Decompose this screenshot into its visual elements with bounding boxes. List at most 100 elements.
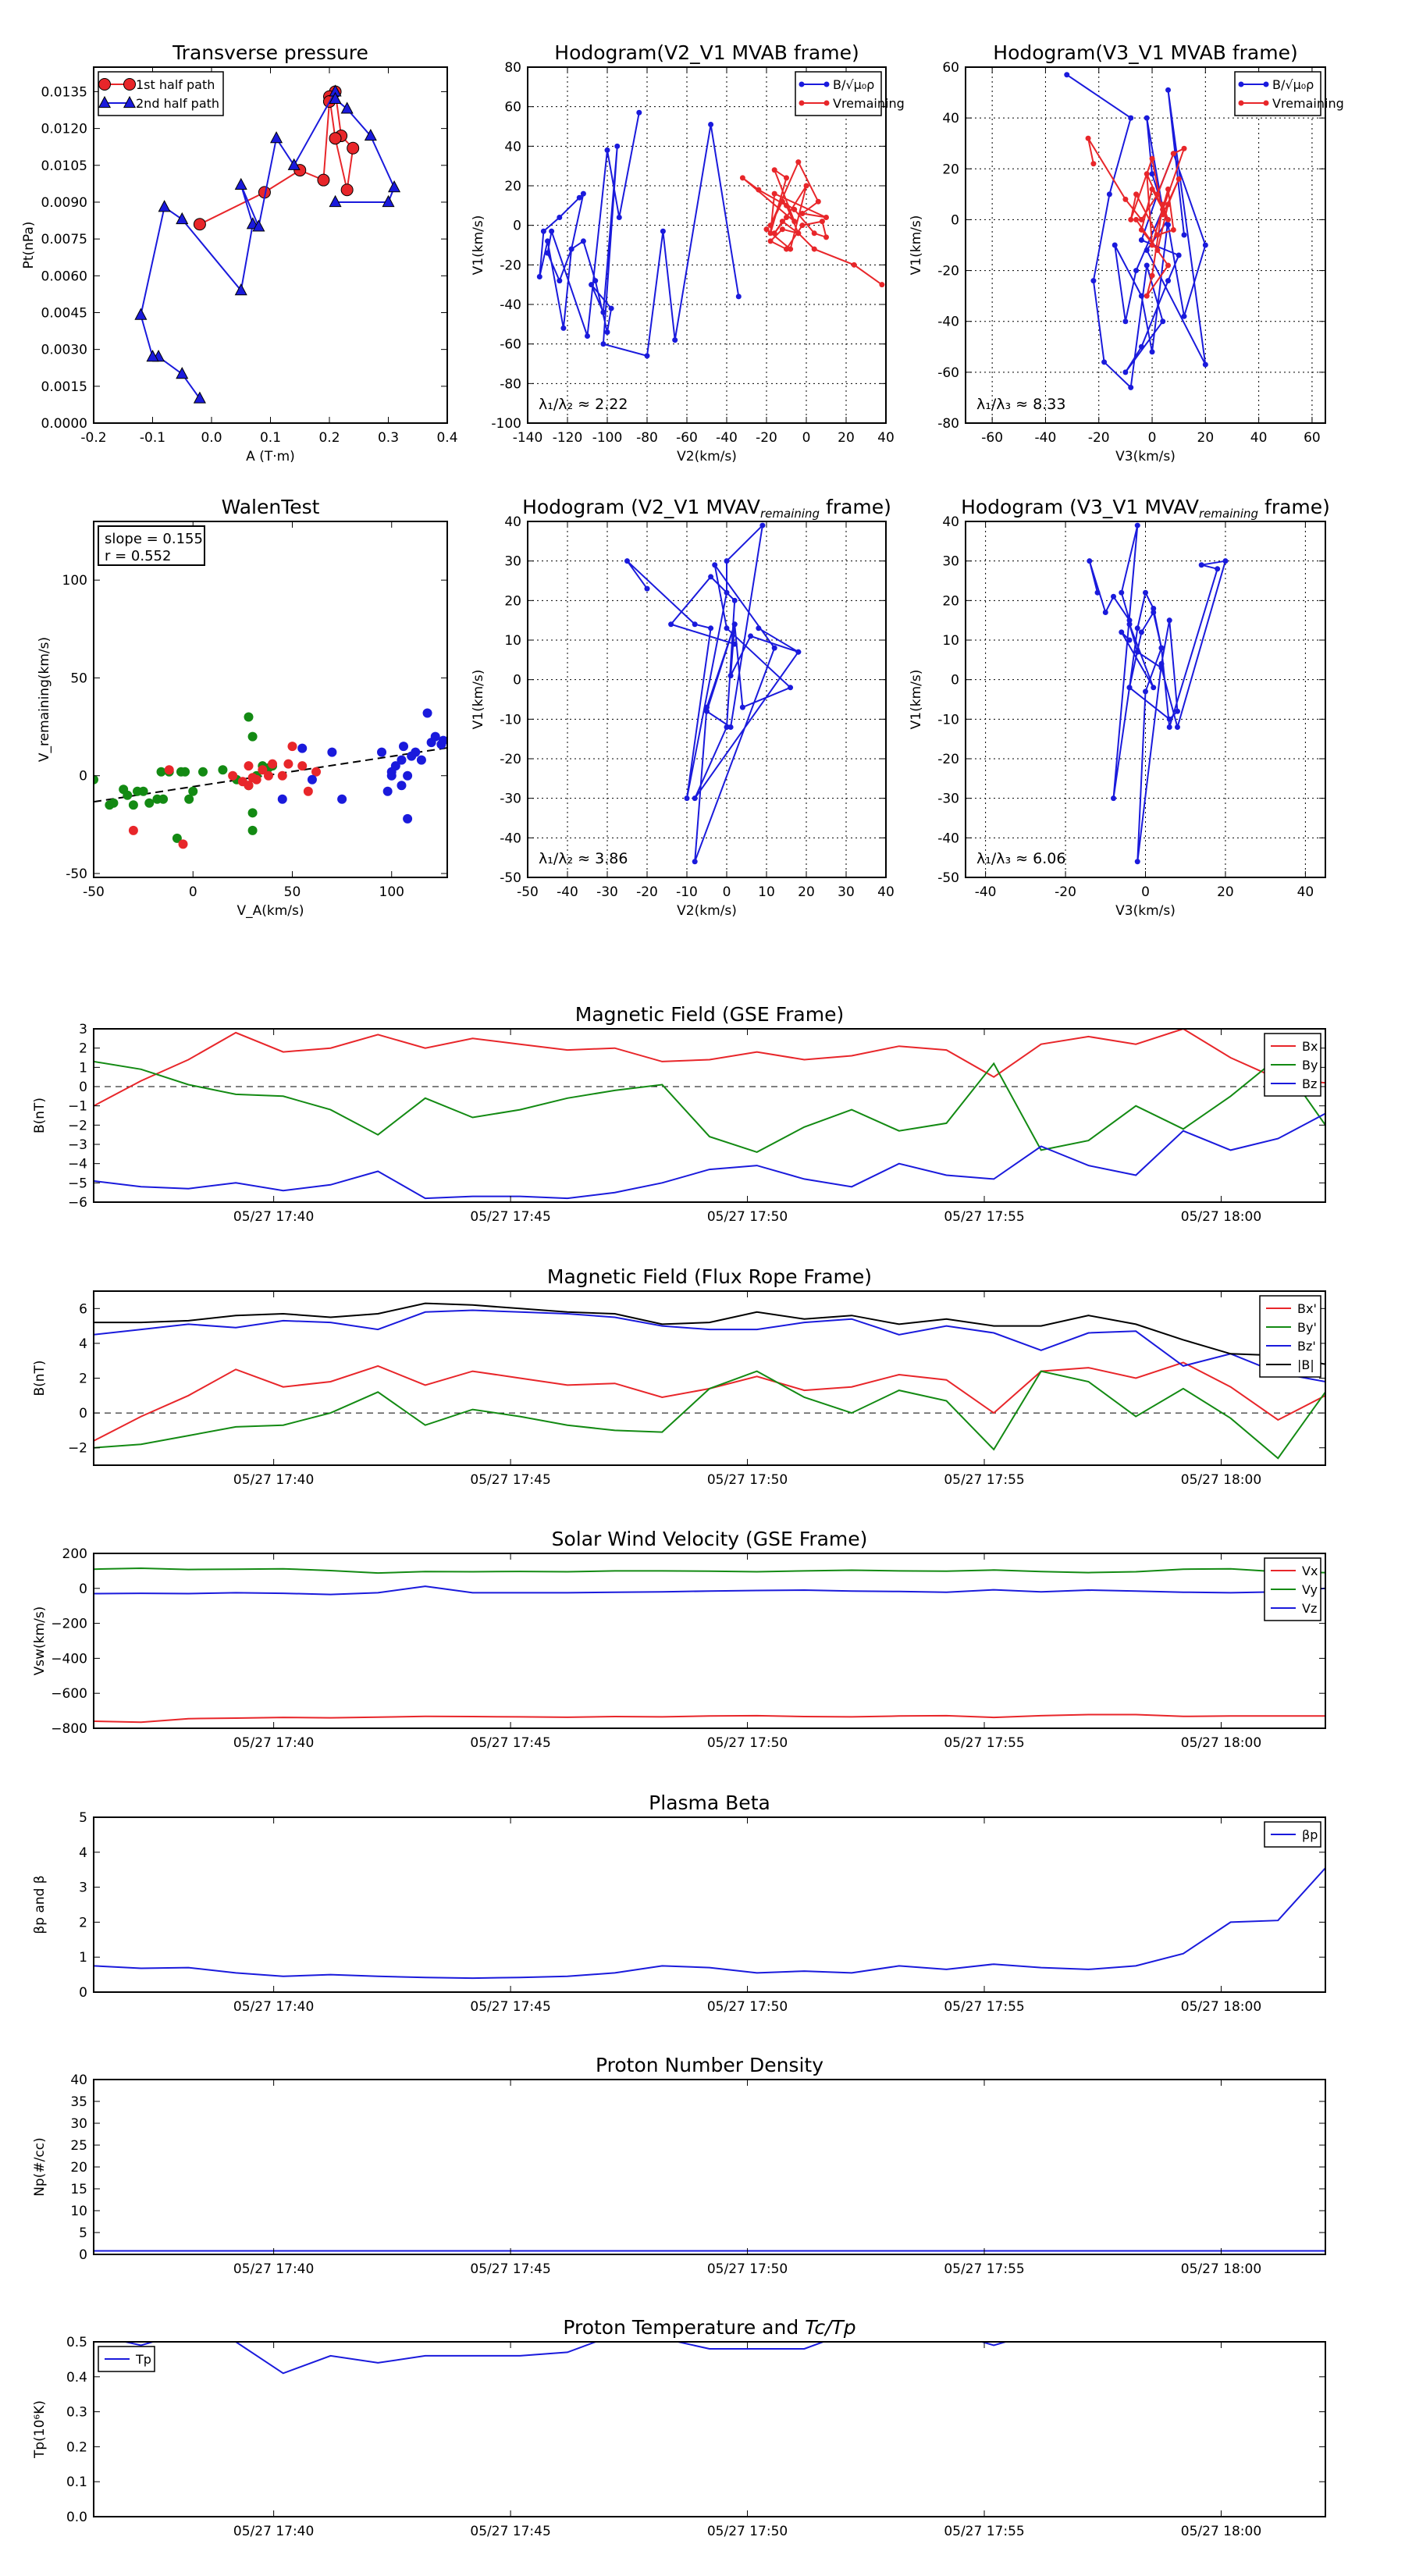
data-point [1144,247,1150,254]
x-tick-label: 0.0 [201,430,222,446]
data-point [568,246,574,252]
y-axis-label: βp and β [32,1875,48,1934]
y-tick-label: 5 [79,2226,87,2241]
data-point [430,731,440,742]
series-line-vz [94,1585,1325,1596]
data-point [1133,268,1140,274]
data-point [557,278,563,284]
y-axis-label: V1(km/s) [471,215,486,276]
data-point [811,246,817,252]
y-tick-label: 0.0030 [41,343,87,358]
chart-title-text: Hodogram (V2_V1 MVAV [522,496,760,518]
legend-box [98,71,224,116]
data-point [188,786,198,796]
data-point [1176,176,1182,182]
data-point [1160,201,1166,208]
x-tick-label: 20 [1217,884,1234,900]
y-tick-label: 0 [79,769,87,785]
data-point [1165,87,1172,93]
series-line-vremaining [742,160,883,286]
chart-title: WalenTest [222,496,320,518]
data-point [184,794,194,804]
data-point [247,808,258,818]
y-tick-label: 0 [513,219,521,234]
y-tick-label: −600 [51,1686,87,1702]
y-tick-label: 0.0105 [41,158,87,174]
data-point [193,218,206,231]
x-tick-label: 05/27 17:55 [944,1209,1024,1225]
data-point [724,625,730,632]
y-tick-label: 0.0075 [41,232,87,247]
y-tick-label: 0.0060 [41,269,87,284]
data-point [251,774,261,785]
chart-magnetic-field-gse: 05/27 17:40 05/27 17:45 05/27 17:50 05/27 1… [32,1003,1326,1225]
y-tick-label: 0 [79,1080,87,1095]
x-tick-label: 05/27 17:45 [470,2524,550,2539]
y-tick-label: 0 [79,1985,87,2001]
data-point [1101,359,1108,365]
y-tick-label: 0.0000 [41,416,87,432]
legend-label: |B| [1297,1357,1314,1372]
y-tick-label: -80 [937,416,959,432]
y-tick-label: 4 [79,1845,87,1861]
data-point [1165,262,1172,269]
y-tick-label: 25 [70,2138,87,2154]
data-point [589,282,595,288]
data-point [1166,617,1172,624]
data-point [247,825,258,835]
x-tick-label: -40 [975,884,997,900]
y-tick-label: −200 [51,1617,87,1632]
data-point [1064,72,1070,78]
chart-title-text: Plasma Beta [649,1791,770,1814]
x-tick-label: 05/27 18:00 [1181,1999,1261,2015]
series-line--p [94,1867,1325,1980]
data-point [1134,625,1140,632]
y-tick-label: -30 [500,792,521,807]
y-tick-label: 6 [79,1301,87,1317]
data-point [1094,589,1101,596]
plot-frame [93,1028,1326,1203]
chart-title-text: WalenTest [222,496,320,518]
data-point [287,742,297,752]
x-tick-label: 05/27 17:45 [470,1735,550,1751]
data-point [1134,649,1140,655]
series-line-0 [1088,525,1227,862]
legend-marker [799,100,805,106]
x-tick-label: 05/27 17:50 [707,1472,788,1488]
chart-magnetic-field-flux-rope: 05/27 17:40 05/27 17:45 05/27 17:50 05/27 1… [32,1265,1326,1488]
series-line-tp [121,2342,1092,2375]
x-tick-label: 0 [1148,430,1157,446]
x-tick-label: 100 [379,884,404,900]
data-point [1154,191,1161,197]
data-point [1143,589,1148,596]
chart-solar-wind-velocity: 05/27 17:40 05/27 17:45 05/27 17:50 05/27 1… [32,1528,1326,1751]
data-point [247,731,258,742]
data-point [1138,343,1144,350]
legend-label: Tp [135,2352,151,2367]
data-point [1165,201,1172,208]
y-tick-label: −400 [51,1651,87,1667]
data-point [1126,621,1133,628]
data-point [684,795,690,802]
chart-walen-test: -50 0 50 100 -50 0 50 100 WalenTest V_A(km/s) V_re… [37,496,448,919]
data-point [1144,262,1150,269]
legend-marker [1263,100,1269,106]
data-point [1144,115,1150,121]
x-tick-label: -20 [756,430,777,446]
data-point [1158,645,1165,651]
y-tick-label: 0.2 [66,2439,87,2455]
data-point [1149,242,1155,248]
x-axis-label: A (T·m) [246,449,295,464]
legend-label: 2nd half path [136,96,219,111]
data-point [1166,716,1172,722]
data-point [329,194,342,208]
y-tick-label: 0.5 [66,2335,87,2350]
x-tick-label: 05/27 17:50 [707,2524,788,2539]
chart-title-text: Proton Number Density [596,2054,823,2076]
y-tick-label: 0.0135 [41,84,87,100]
chart-title: Proton Number Density [596,2054,823,2076]
data-point [158,794,169,804]
data-point [788,246,794,252]
y-tick-label: −800 [51,1721,87,1737]
x-tick-label: 05/27 17:55 [944,1999,1024,2015]
